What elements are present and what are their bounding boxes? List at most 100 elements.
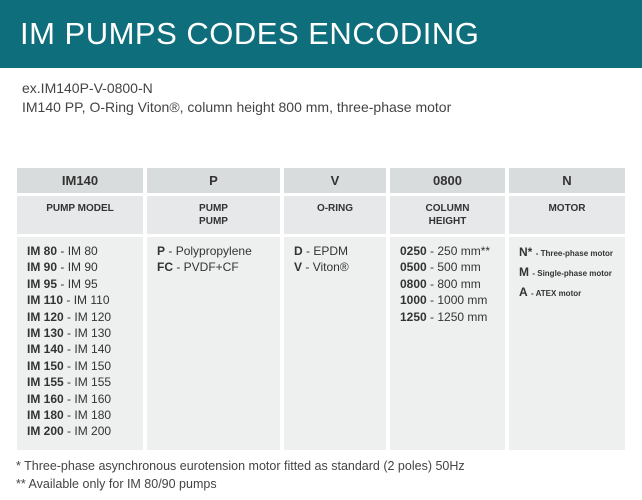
- item: IM 140 - IM 140: [27, 341, 143, 357]
- item-desc: - IM 120: [67, 309, 112, 324]
- item-code: 0250: [400, 244, 427, 258]
- item-desc: - 1250 mm: [430, 309, 488, 324]
- item-desc: - IM 80: [60, 244, 98, 258]
- item: IM 200 - IM 200: [27, 423, 143, 439]
- item-code: 1250: [400, 309, 427, 324]
- item: N* - Three-phase motor: [519, 243, 625, 263]
- item: IM 120 - IM 120: [27, 309, 143, 325]
- item-code: IM 80: [27, 244, 58, 258]
- item: 0800 - 800 mm: [400, 276, 505, 292]
- item-desc: - 800 mm: [430, 276, 481, 291]
- item-code: 0500: [400, 260, 427, 275]
- item-code: FC: [157, 260, 173, 275]
- item: 0500 - 500 mm: [400, 259, 505, 275]
- label-line: PUMP: [199, 216, 228, 227]
- header-bar: [0, 0, 642, 68]
- item-desc: - IM 200: [67, 424, 112, 439]
- item-desc: - 1000 mm: [430, 293, 488, 308]
- item-code: 0800: [400, 276, 427, 291]
- item-code: IM 200: [27, 424, 64, 439]
- item-code: P: [157, 244, 166, 258]
- item-code: IM 130: [27, 326, 64, 341]
- item: A - ATEX motor: [519, 283, 625, 303]
- item: IM 95 - IM 95: [27, 276, 143, 292]
- item-desc: - IM 160: [67, 391, 112, 406]
- column-body: N* - Three-phase motor M - Single-phase m…: [509, 237, 625, 450]
- item-code: D: [294, 244, 303, 258]
- item: 1000 - 1000 mm: [400, 292, 505, 308]
- example-description: IM140 PP, O-Ring Viton®, column height 8…: [22, 99, 452, 115]
- column-label: PUMP MODEL: [17, 196, 143, 234]
- item: 0250 - 250 mm**: [400, 243, 505, 259]
- item-desc: - IM 110: [66, 293, 110, 308]
- footnote: * Three-phase asynchronous eurotension m…: [16, 459, 465, 473]
- item-code: IM 90: [27, 260, 58, 275]
- column-code: P: [147, 168, 280, 193]
- item-code: A: [519, 285, 528, 299]
- item-desc: - IM 140: [67, 342, 112, 357]
- item-desc: - IM 150: [67, 358, 112, 373]
- item: IM 110 - IM 110: [27, 292, 143, 308]
- item: V - Viton®: [294, 259, 386, 275]
- column-code: V: [284, 168, 386, 193]
- item-desc: - IM 130: [67, 326, 112, 341]
- item: IM 80 - IM 80: [27, 243, 143, 259]
- item-code: V: [294, 260, 303, 275]
- column-label: MOTOR: [509, 196, 625, 234]
- column-body: D - EPDM V - Viton®: [284, 237, 386, 450]
- item-desc: - 250 mm**: [430, 244, 491, 258]
- item: 1250 - 1250 mm: [400, 309, 505, 325]
- item: IM 150 - IM 150: [27, 358, 143, 374]
- item-desc: - IM 90: [60, 260, 98, 275]
- item-desc: - IM 155: [67, 375, 112, 390]
- label-line: COLUMN: [425, 203, 470, 214]
- item-code: IM 160: [27, 391, 64, 406]
- item-code: IM 150: [27, 358, 64, 373]
- item-desc: - Polypropylene: [168, 244, 252, 258]
- item-code: M: [519, 265, 529, 279]
- item: IM 90 - IM 90: [27, 259, 143, 275]
- column-body: P - Polypropylene FC - PVDF+CF: [147, 237, 280, 450]
- item: IM 180 - IM 180: [27, 407, 143, 423]
- label-line: O-RING: [316, 203, 354, 214]
- column-code: 0800: [390, 168, 505, 193]
- column-body: 0250 - 250 mm** 0500 - 500 mm 0800 - 800 m…: [390, 237, 505, 450]
- column-code: IM140: [17, 168, 143, 193]
- label-line: MOTOR: [548, 203, 586, 214]
- item-desc: - PVDF+CF: [176, 260, 239, 275]
- label-line: HEIGHT: [428, 216, 467, 227]
- item-code: IM 110: [27, 293, 64, 308]
- item: IM 155 - IM 155: [27, 374, 143, 390]
- column-label: COLUMN HEIGHT: [390, 196, 505, 234]
- item: P - Polypropylene: [157, 243, 280, 259]
- column-label: PUMP PUMP: [147, 196, 280, 234]
- item-code: IM 180: [27, 408, 64, 423]
- item-code: 1000: [400, 293, 427, 308]
- item-desc: - IM 95: [60, 276, 98, 291]
- item: D - EPDM: [294, 243, 386, 259]
- title: IM PUMPS CODES ENCODING: [20, 16, 480, 51]
- item-desc: - Three-phase motor: [535, 249, 614, 258]
- item-desc: - EPDM: [306, 244, 349, 258]
- item: IM 160 - IM 160: [27, 391, 143, 407]
- footnote: ** Available only for IM 80/90 pumps: [16, 477, 217, 491]
- column-label: O-RING: [284, 196, 386, 234]
- item: FC - PVDF+CF: [157, 259, 280, 275]
- item-desc: - Viton®: [305, 260, 349, 275]
- item: IM 130 - IM 130: [27, 325, 143, 341]
- item-code: N*: [519, 245, 533, 259]
- label-line: PUMP: [199, 203, 228, 214]
- item-desc: - ATEX motor: [531, 289, 582, 298]
- item-desc: - Single-phase motor: [532, 269, 612, 278]
- label-line: PUMP MODEL: [46, 203, 114, 214]
- example-code: ex.IM140P-V-0800-N: [22, 80, 153, 96]
- item-code: IM 120: [27, 309, 64, 324]
- item-desc: - IM 180: [67, 408, 112, 423]
- item-code: IM 95: [27, 276, 58, 291]
- item-code: IM 140: [27, 342, 64, 357]
- column-code: N: [509, 168, 625, 193]
- item-desc: - 500 mm: [430, 260, 481, 275]
- item: M - Single-phase motor: [519, 263, 625, 283]
- item-code: IM 155: [27, 375, 64, 390]
